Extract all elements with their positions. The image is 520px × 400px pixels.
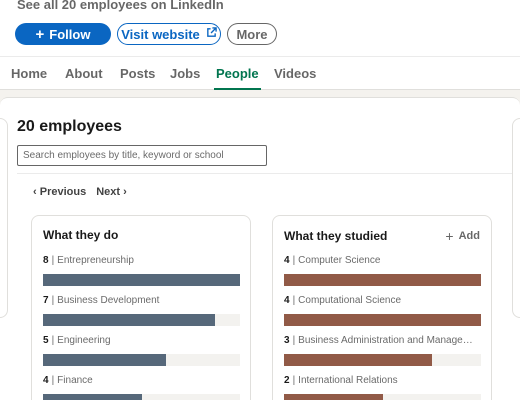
bar-count: 2 (284, 375, 290, 386)
tab-posts[interactable]: Posts (120, 66, 156, 81)
bar-count: 4 (284, 295, 290, 306)
chevron-right-icon: › (123, 186, 127, 198)
what-they-studied-header: What they studied + Add (284, 228, 480, 244)
page-tabs: Home About Posts Jobs People Videos (0, 56, 520, 90)
see-all-employees-link[interactable]: See all 20 employees on LinkedIn (17, 0, 224, 12)
bar-track (43, 274, 240, 286)
bar-category: Engineering (57, 335, 111, 346)
bar-row[interactable]: 2 | International Relations (284, 374, 481, 400)
bar-category: Entrepreneurship (57, 255, 134, 266)
bar-row[interactable]: 4 | Finance (43, 374, 240, 400)
action-buttons: + Follow Visit website More (15, 23, 277, 45)
bar-fill (284, 274, 481, 286)
bar-count: 7 (43, 295, 49, 306)
previous-button[interactable]: ‹ Previous (33, 186, 86, 198)
tab-about[interactable]: About (65, 66, 103, 81)
bar-track (43, 314, 240, 326)
bar-fill (284, 314, 481, 326)
what-they-studied-title: What they studied (284, 229, 388, 243)
bar-fill (43, 394, 142, 400)
what-they-do-card: What they do 8 | Entrepreneurship 7 | Busine… (31, 215, 251, 400)
chevron-left-icon: ‹ (33, 186, 37, 198)
bar-row[interactable]: 3 | Business Administration and Manage… (284, 334, 481, 366)
bar-row[interactable]: 4 | Computer Science (284, 254, 481, 286)
bar-label: 4 | Computer Science (284, 255, 381, 266)
visit-website-button[interactable]: Visit website (117, 23, 221, 45)
what-they-do-title: What they do (43, 228, 119, 242)
previous-insight-card-edge (0, 118, 8, 318)
bar-row[interactable]: 4 | Computational Science (284, 294, 481, 326)
visit-website-label: Visit website (121, 26, 200, 42)
bar-track (43, 354, 240, 366)
bar-count: 5 (43, 335, 49, 346)
bar-count: 3 (284, 335, 290, 346)
bar-count: 4 (43, 375, 49, 386)
tab-home[interactable]: Home (11, 66, 48, 81)
bar-fill (43, 354, 167, 366)
plus-icon: + (445, 228, 454, 244)
follow-button[interactable]: + Follow (15, 23, 111, 45)
bar-row[interactable]: 5 | Engineering (43, 334, 240, 366)
next-button[interactable]: Next › (96, 186, 127, 198)
bar-category: Business Development (57, 295, 160, 306)
bar-fill (43, 314, 216, 326)
bar-label: 7 | Business Development (43, 295, 160, 306)
bar-category: Business Administration and Manage… (298, 335, 473, 346)
bar-track (284, 394, 481, 400)
bar-category: Computational Science (298, 295, 402, 306)
bar-count: 4 (284, 255, 290, 266)
next-insight-card-edge (512, 118, 520, 318)
bar-count: 8 (43, 255, 49, 266)
bar-track (284, 274, 481, 286)
bar-label: 3 | Business Administration and Manage… (284, 335, 473, 346)
bar-label: 4 | Computational Science (284, 295, 402, 306)
bar-label: 4 | Finance (43, 375, 93, 386)
follow-label: Follow (49, 26, 91, 42)
external-link-icon (206, 27, 217, 41)
tab-jobs[interactable]: Jobs (170, 66, 201, 81)
bar-category: Computer Science (298, 255, 381, 266)
bar-category: Finance (57, 375, 93, 386)
bar-row[interactable]: 8 | Entrepreneurship (43, 254, 240, 286)
previous-label: Previous (39, 186, 87, 198)
insights-pager: ‹ Previous Next › (33, 186, 127, 198)
what-they-do-header: What they do (43, 228, 239, 242)
bar-track (284, 314, 481, 326)
divider (17, 173, 512, 174)
bar-label: 2 | International Relations (284, 375, 398, 386)
bar-fill (284, 354, 432, 366)
bar-fill (284, 394, 383, 400)
bar-label: 5 | Engineering (43, 335, 111, 346)
tab-people[interactable]: People (214, 57, 261, 90)
more-button[interactable]: More (227, 23, 277, 45)
next-label: Next (96, 186, 121, 198)
bar-row[interactable]: 7 | Business Development (43, 294, 240, 326)
bar-category: International Relations (298, 375, 398, 386)
bar-label: 8 | Entrepreneurship (43, 255, 134, 266)
plus-icon: + (35, 25, 45, 43)
what-they-studied-card: What they studied + Add 4 | Computer Scien… (272, 215, 492, 400)
employees-count-heading: 20 employees (17, 118, 122, 135)
bar-track (43, 394, 240, 400)
bar-track (284, 354, 481, 366)
tab-videos[interactable]: Videos (274, 66, 317, 81)
company-top-card: See all 20 employees on LinkedIn + Follo… (0, 0, 520, 90)
add-label: Add (458, 230, 480, 242)
bar-fill (43, 274, 240, 286)
add-insight-button[interactable]: + Add (445, 228, 480, 244)
employee-search-input[interactable] (17, 145, 267, 166)
